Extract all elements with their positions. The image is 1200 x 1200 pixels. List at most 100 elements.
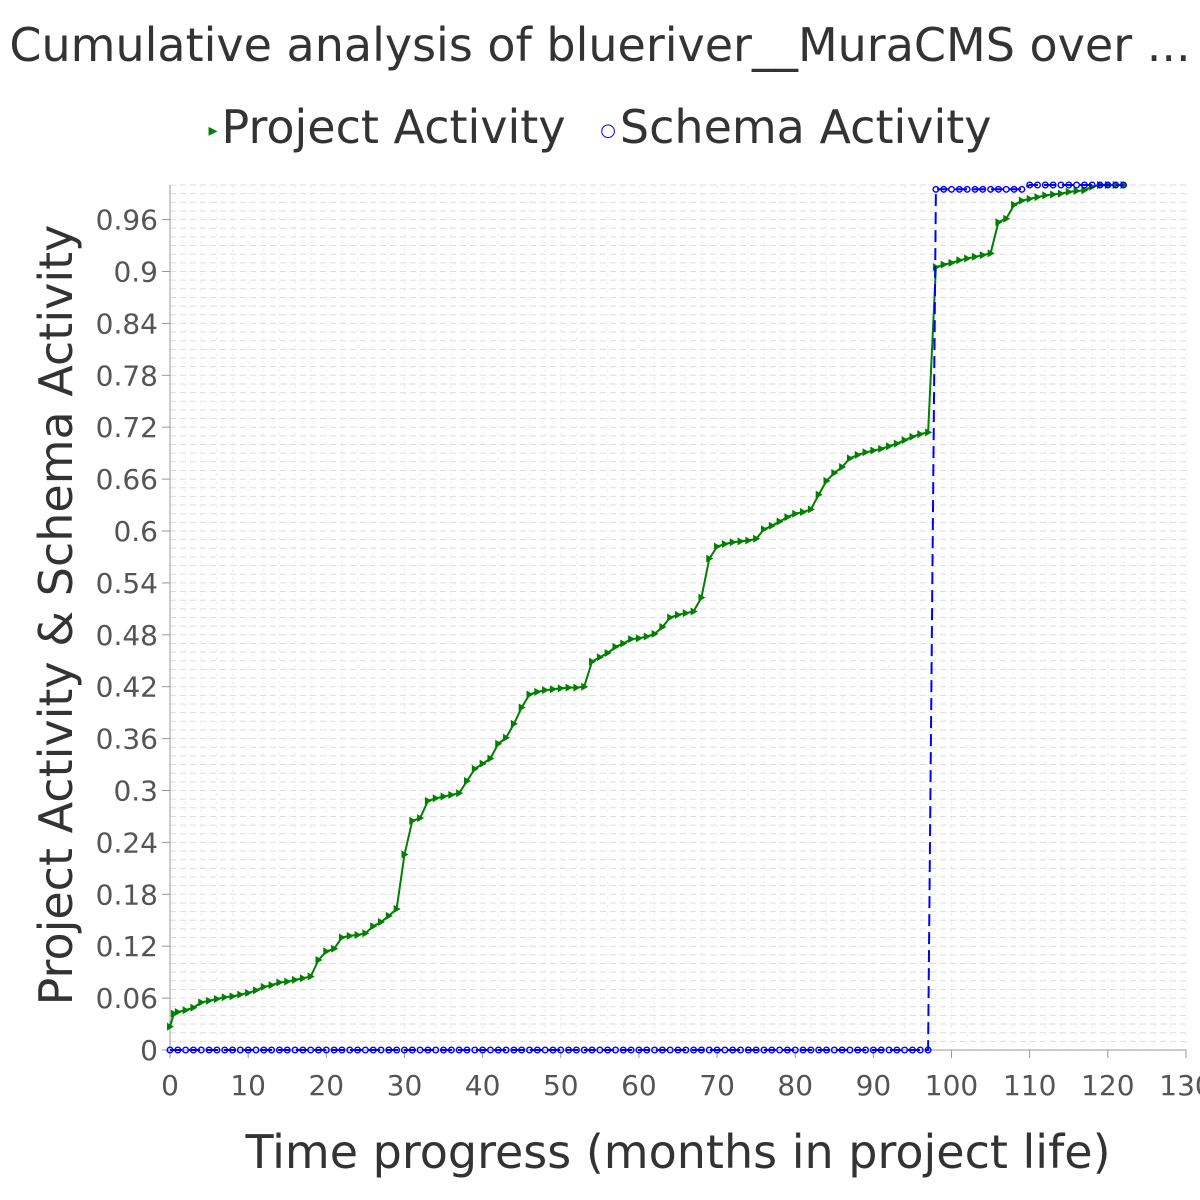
data-point-schema-activity[interactable] (776, 1046, 784, 1054)
data-point-project-activity[interactable] (768, 521, 776, 530)
data-point-schema-activity[interactable] (307, 1046, 315, 1054)
data-point-project-activity[interactable] (167, 1022, 174, 1031)
data-point-schema-activity[interactable] (987, 185, 995, 193)
data-point-schema-activity[interactable] (580, 1046, 588, 1054)
data-point-schema-activity[interactable] (674, 1046, 682, 1054)
data-point-project-activity[interactable] (659, 623, 667, 632)
data-point-project-activity[interactable] (252, 986, 260, 995)
data-point-project-activity[interactable] (182, 1006, 190, 1015)
data-point-schema-activity[interactable] (322, 1046, 330, 1054)
data-point-schema-activity[interactable] (619, 1046, 627, 1054)
data-point-schema-activity[interactable] (377, 1046, 385, 1054)
data-point-schema-activity[interactable] (721, 1046, 729, 1054)
data-point-schema-activity[interactable] (440, 1046, 448, 1054)
data-point-project-activity[interactable] (698, 593, 706, 602)
data-point-project-activity[interactable] (784, 513, 792, 522)
data-point-project-activity[interactable] (495, 739, 503, 748)
data-point-schema-activity[interactable] (815, 1046, 823, 1054)
data-point-schema-activity[interactable] (213, 1046, 221, 1054)
data-point-schema-activity[interactable] (229, 1046, 237, 1054)
data-point-schema-activity[interactable] (604, 1046, 612, 1054)
data-point-project-activity[interactable] (839, 462, 847, 471)
data-point-project-activity[interactable] (471, 764, 479, 773)
data-point-schema-activity[interactable] (729, 1046, 737, 1054)
data-point-project-activity[interactable] (1018, 196, 1026, 205)
data-point-schema-activity[interactable] (768, 1046, 776, 1054)
data-point-project-activity[interactable] (604, 648, 612, 657)
data-point-schema-activity[interactable] (1065, 181, 1073, 189)
data-point-project-activity[interactable] (721, 539, 729, 548)
data-point-schema-activity[interactable] (236, 1046, 244, 1054)
data-point-project-activity[interactable] (503, 733, 511, 742)
data-point-project-activity[interactable] (643, 632, 651, 641)
data-point-project-activity[interactable] (213, 994, 221, 1003)
data-point-schema-activity[interactable] (275, 1046, 283, 1054)
data-point-schema-activity[interactable] (1088, 181, 1096, 189)
data-point-project-activity[interactable] (534, 687, 542, 696)
data-point-schema-activity[interactable] (1080, 181, 1088, 189)
data-point-schema-activity[interactable] (971, 185, 979, 193)
data-point-schema-activity[interactable] (1119, 181, 1127, 189)
data-point-schema-activity[interactable] (533, 1046, 541, 1054)
data-point-schema-activity[interactable] (908, 1046, 916, 1054)
data-point-schema-activity[interactable] (807, 1046, 815, 1054)
data-point-schema-activity[interactable] (846, 1046, 854, 1054)
data-point-schema-activity[interactable] (822, 1046, 830, 1054)
legend-item-schema-activity[interactable]: ○Schema Activity (600, 100, 991, 154)
data-point-schema-activity[interactable] (221, 1046, 229, 1054)
data-point-schema-activity[interactable] (744, 1046, 752, 1054)
data-point-project-activity[interactable] (518, 703, 526, 712)
data-point-schema-activity[interactable] (893, 1046, 901, 1054)
data-point-schema-activity[interactable] (690, 1046, 698, 1054)
data-point-project-activity[interactable] (276, 978, 284, 987)
data-point-schema-activity[interactable] (572, 1046, 580, 1054)
data-point-schema-activity[interactable] (455, 1046, 463, 1054)
data-point-schema-activity[interactable] (463, 1046, 471, 1054)
data-point-project-activity[interactable] (995, 218, 1003, 227)
data-point-schema-activity[interactable] (447, 1046, 455, 1054)
data-point-schema-activity[interactable] (174, 1046, 182, 1054)
data-point-project-activity[interactable] (174, 1007, 182, 1016)
data-point-schema-activity[interactable] (408, 1046, 416, 1054)
data-point-project-activity[interactable] (596, 653, 604, 662)
data-point-schema-activity[interactable] (979, 185, 987, 193)
data-point-project-activity[interactable] (245, 988, 253, 997)
data-point-schema-activity[interactable] (361, 1046, 369, 1054)
data-point-schema-activity[interactable] (510, 1046, 518, 1054)
data-point-schema-activity[interactable] (1096, 181, 1104, 189)
data-point-project-activity[interactable] (565, 683, 573, 692)
data-point-project-activity[interactable] (487, 754, 495, 763)
data-point-schema-activity[interactable] (338, 1046, 346, 1054)
data-point-schema-activity[interactable] (885, 1046, 893, 1054)
data-point-schema-activity[interactable] (291, 1046, 299, 1054)
data-point-project-activity[interactable] (284, 977, 292, 986)
data-point-project-activity[interactable] (1011, 200, 1019, 209)
data-point-schema-activity[interactable] (611, 1046, 619, 1054)
data-point-project-activity[interactable] (1026, 194, 1034, 203)
data-point-schema-activity[interactable] (314, 1046, 322, 1054)
data-point-project-activity[interactable] (393, 905, 401, 914)
data-point-project-activity[interactable] (815, 490, 823, 499)
data-point-project-activity[interactable] (987, 249, 995, 258)
data-point-project-activity[interactable] (940, 260, 948, 269)
data-point-project-activity[interactable] (409, 816, 417, 825)
data-point-project-activity[interactable] (682, 609, 690, 618)
data-point-project-activity[interactable] (510, 719, 518, 728)
data-point-schema-activity[interactable] (783, 1046, 791, 1054)
data-point-project-activity[interactable] (846, 454, 854, 463)
data-point-schema-activity[interactable] (549, 1046, 557, 1054)
data-point-schema-activity[interactable] (948, 185, 956, 193)
data-point-project-activity[interactable] (612, 642, 620, 651)
data-point-project-activity[interactable] (807, 505, 815, 514)
data-point-schema-activity[interactable] (963, 185, 971, 193)
data-point-schema-activity[interactable] (924, 1046, 932, 1054)
data-point-project-activity[interactable] (448, 790, 456, 799)
data-point-schema-activity[interactable] (416, 1046, 424, 1054)
data-point-schema-activity[interactable] (838, 1046, 846, 1054)
data-point-project-activity[interactable] (581, 682, 589, 691)
data-point-schema-activity[interactable] (1034, 181, 1042, 189)
data-point-project-activity[interactable] (190, 1003, 198, 1012)
data-point-schema-activity[interactable] (635, 1046, 643, 1054)
data-point-project-activity[interactable] (573, 683, 581, 692)
data-point-project-activity[interactable] (170, 1009, 178, 1018)
